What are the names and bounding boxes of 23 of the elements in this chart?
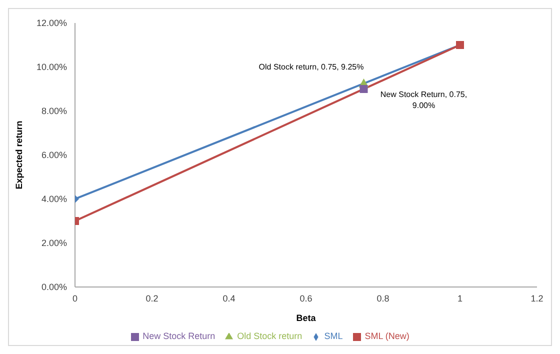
legend-label: Old Stock return — [237, 331, 302, 341]
legend-label: New Stock Return — [142, 331, 216, 341]
y-tick-label: 10.00% — [36, 62, 67, 72]
x-axis-title: Beta — [296, 313, 317, 323]
legend-label: SML (New) — [364, 331, 410, 341]
point — [360, 85, 368, 93]
y-tick-label: 12.00% — [36, 18, 67, 28]
y-tick-label: 8.00% — [41, 106, 67, 116]
y-tick-label: 6.00% — [41, 150, 67, 160]
x-tick-label: 0 — [72, 293, 78, 304]
y-tick-label: 2.00% — [41, 238, 67, 248]
annotation: Old Stock return, 0.75, 9.25% — [258, 62, 364, 72]
x-tick-label: 1.2 — [530, 293, 544, 304]
y-tick-label: 4.00% — [41, 194, 67, 204]
legend-label: SML — [324, 331, 343, 341]
annotation: New Stock Return, 0.75, 9.00% — [380, 90, 468, 110]
y-axis-title: Expected return — [14, 120, 24, 190]
y-tick-label: 0.00% — [41, 282, 67, 292]
x-tick-label: 0.4 — [222, 293, 236, 304]
x-tick-label: 0.6 — [300, 293, 312, 304]
x-tick-label: 1 — [457, 293, 463, 304]
x-tick-label: 0.8 — [376, 293, 390, 304]
x-tick-label: 0.2 — [146, 293, 158, 304]
